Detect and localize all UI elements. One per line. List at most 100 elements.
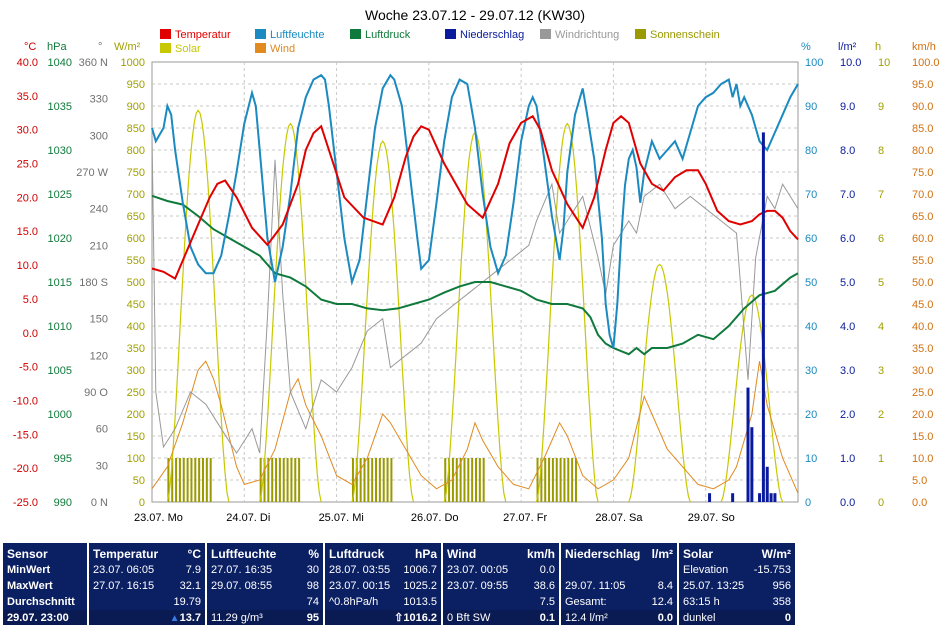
- wind-current: 0.1: [539, 612, 555, 624]
- sunshine-bar: [190, 458, 193, 502]
- sunshine-bar: [201, 458, 204, 502]
- legend: Temperatur Luftfeuchte Luftdruck Niederschl…: [160, 29, 720, 55]
- temperature-line: [151, 114, 799, 281]
- rain-max-time: 29.07. 11:05: [565, 580, 626, 592]
- solar-tick-label: 100: [127, 453, 145, 465]
- abs-humidity: 11.29 g/m³: [211, 612, 263, 624]
- sunshine-bar: [378, 458, 381, 502]
- axis-unit-label: l/m²: [838, 41, 857, 53]
- temp-tick-label: 15.0: [17, 226, 38, 238]
- hum-tick-label: 0: [805, 497, 811, 509]
- sunshine-bar: [567, 458, 570, 502]
- legend-label: Wind: [270, 43, 295, 55]
- wind-tick-label: 75.0: [912, 167, 933, 179]
- legend-label: Luftdruck: [365, 29, 411, 41]
- sun-tick-label: 8: [878, 145, 884, 157]
- press-min-time: 28.07. 03:55: [329, 564, 391, 576]
- sun-tick-label: 10: [878, 57, 890, 69]
- solar-current: 0: [784, 612, 791, 624]
- sunshine-bar: [536, 458, 539, 502]
- sunshine-bar: [482, 458, 485, 502]
- series-layer: [151, 73, 799, 503]
- solar-tick-label: 400: [127, 321, 145, 333]
- stats-table: Sensor MinWert MaxWert Durchschnitt 29.0…: [0, 540, 950, 625]
- solar-tick-label: 450: [127, 299, 145, 311]
- day-label: 28.07. Sa: [595, 512, 643, 524]
- wind-tick-label: 60.0: [912, 233, 933, 245]
- dir-tick-label: 240: [90, 204, 108, 216]
- wind-avg: 7.5: [539, 596, 555, 608]
- minwert-label: MinWert: [7, 564, 51, 576]
- sunshine-bar: [375, 458, 378, 502]
- elevation-label: Elevation: [683, 564, 729, 576]
- solar-tick-label: 650: [127, 211, 145, 223]
- temp-tick-label: 0.0: [23, 328, 38, 340]
- legend-label: Sonnenschein: [650, 29, 720, 41]
- solar-tick-label: 300: [127, 365, 145, 377]
- sunshine-bar: [551, 458, 554, 502]
- rain-tick-label: 3.0: [840, 365, 855, 377]
- legend-label: Niederschlag: [460, 29, 524, 41]
- sun-tick-label: 0: [878, 497, 884, 509]
- sunshine-bar: [259, 458, 262, 502]
- temp-tick-label: 25.0: [17, 159, 38, 171]
- solar-tick-label: 50: [133, 475, 145, 487]
- sunshine-bar: [263, 458, 266, 502]
- rain-bar: [746, 387, 750, 502]
- sunshine-bar: [371, 458, 374, 502]
- press-tick-label: 990: [54, 497, 72, 509]
- rain-tick-label: 5.0: [840, 277, 855, 289]
- temp-tick-label: -15.0: [13, 429, 38, 441]
- press-tick-label: 1000: [48, 409, 72, 421]
- hum-max: 98: [306, 580, 319, 592]
- legend-label: Solar: [175, 43, 201, 55]
- solar-tick-label: 950: [127, 79, 145, 91]
- temp-max-time: 27.07. 16:15: [93, 580, 155, 592]
- solar-tick-label: 550: [127, 255, 145, 267]
- hum-tick-label: 100: [805, 57, 823, 69]
- solar-tick-label: 0: [139, 497, 145, 509]
- hum-min: 30: [306, 564, 319, 576]
- rain-tick-label: 2.0: [840, 409, 855, 421]
- sunshine-bar: [175, 458, 178, 502]
- sunshine-bar: [563, 458, 566, 502]
- wind-min: 0.0: [539, 564, 555, 576]
- press-max: 1025.2: [403, 580, 437, 592]
- wind-min-time: 23.07. 00:05: [447, 564, 509, 576]
- press-avg: 1013.5: [403, 596, 437, 608]
- sunshine-bar: [386, 458, 389, 502]
- sun-tick-label: 3: [878, 365, 884, 377]
- legend-label: Windrichtung: [555, 29, 619, 41]
- sunshine-bar: [278, 458, 281, 502]
- niederschlag-header: Niederschlag: [565, 547, 641, 561]
- sunshine-bar: [367, 458, 370, 502]
- hum-tick-label: 50: [805, 277, 817, 289]
- press-tick-label: 1025: [48, 189, 72, 201]
- dir-tick-label: 270 W: [76, 167, 108, 179]
- solar-tick-label: 250: [127, 387, 145, 399]
- dir-tick-label: 180 S: [79, 277, 108, 289]
- wind-max-time: 23.07. 09:55: [447, 580, 509, 592]
- sun-tick-label: 2: [878, 409, 884, 421]
- press-tick-label: 995: [54, 453, 72, 465]
- rain-period: 12.4 l/m²: [565, 612, 608, 624]
- rain-tick-label: 8.0: [840, 145, 855, 157]
- axis-unit-label: °: [98, 41, 102, 53]
- day-label: 25.07. Mi: [319, 512, 364, 524]
- luftfeuchte-header: Luftfeuchte: [211, 547, 277, 561]
- hum-tick-label: 30: [805, 365, 817, 377]
- legend-swatch: [255, 43, 266, 53]
- press-max-time: 23.07. 00:15: [329, 580, 391, 592]
- rain-bar: [758, 493, 762, 502]
- temp-tick-label: 20.0: [17, 192, 38, 204]
- wind-tick-label: 70.0: [912, 189, 933, 201]
- axis-unit-label: h: [875, 41, 881, 53]
- rain-total-label: Gesamt:: [565, 596, 607, 608]
- press-current: 1016.2: [403, 612, 437, 624]
- solar-avg: 358: [772, 596, 791, 608]
- stats-wind: Wind km/h 23.07. 00:05 0.0 23.07. 09:55 38.…: [443, 543, 559, 625]
- legend-swatch: [350, 29, 361, 39]
- sunshine-bar: [351, 458, 354, 502]
- sunshine-bar: [459, 458, 462, 502]
- sunshine-bar: [451, 458, 454, 502]
